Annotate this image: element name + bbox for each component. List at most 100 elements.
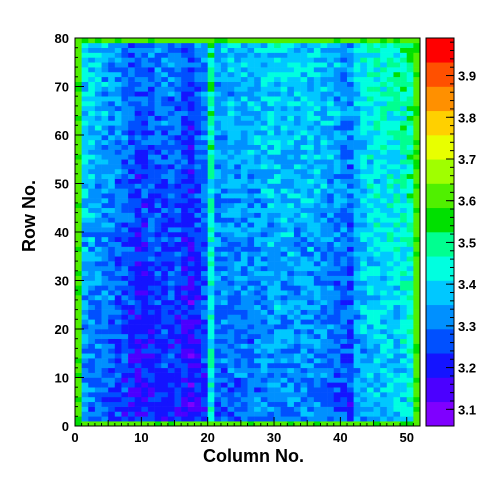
heatmap-cell xyxy=(400,236,408,242)
heatmap-cell xyxy=(333,290,341,296)
heatmap-cell xyxy=(327,96,335,102)
heatmap-cell xyxy=(220,135,228,141)
heatmap-cell xyxy=(220,406,228,412)
heatmap-cell xyxy=(227,275,235,281)
heatmap-cell xyxy=(194,139,202,145)
heatmap-cell xyxy=(154,86,162,92)
heatmap-cell xyxy=(220,299,228,306)
heatmap-cell xyxy=(406,261,414,267)
heatmap-cell xyxy=(380,387,388,393)
heatmap-cell xyxy=(234,86,242,92)
heatmap-cell xyxy=(360,348,368,354)
heatmap-cell xyxy=(373,299,381,306)
heatmap-cell xyxy=(181,421,189,427)
heatmap-cell xyxy=(360,173,368,179)
heatmap-cell xyxy=(227,62,235,68)
heatmap-cell xyxy=(300,324,308,330)
heatmap-cell xyxy=(400,401,408,407)
heatmap-cell xyxy=(147,212,155,218)
heatmap-cell xyxy=(201,62,208,68)
heatmap-cell xyxy=(247,251,255,257)
palette-swatch xyxy=(426,86,454,112)
heatmap-cell xyxy=(327,144,335,150)
heatmap-cell xyxy=(293,251,301,257)
heatmap-cell xyxy=(274,265,281,272)
heatmap-cell xyxy=(194,198,202,204)
heatmap-cell xyxy=(300,227,308,233)
heatmap-cell xyxy=(101,76,109,82)
y-tick-label: 80 xyxy=(55,31,69,46)
heatmap-cell xyxy=(260,304,268,310)
heatmap-cell xyxy=(293,338,301,344)
heatmap-cell xyxy=(147,285,155,291)
heatmap-cell xyxy=(313,401,321,407)
heatmap-cell xyxy=(128,110,136,116)
heatmap-cell xyxy=(327,421,335,427)
heatmap-cell xyxy=(380,353,388,359)
heatmap-cell xyxy=(214,135,222,141)
heatmap-cell xyxy=(147,42,155,48)
heatmap-cell xyxy=(400,183,408,189)
heatmap-cell xyxy=(227,362,235,369)
heatmap-cell xyxy=(254,115,262,121)
heatmap-cell xyxy=(366,96,374,102)
heatmap-cell xyxy=(161,338,169,344)
heatmap-cell xyxy=(353,382,361,388)
heatmap-cell xyxy=(88,314,96,320)
heatmap-cell xyxy=(94,251,102,257)
heatmap-cell xyxy=(307,396,315,403)
heatmap-cell xyxy=(247,149,255,155)
heatmap-cell xyxy=(287,188,295,194)
heatmap-cell xyxy=(214,86,222,92)
heatmap-cell xyxy=(267,362,275,369)
heatmap-cell xyxy=(207,168,215,175)
heatmap-cell xyxy=(300,222,308,228)
heatmap-cell xyxy=(108,236,116,242)
heatmap-cell xyxy=(413,178,421,184)
heatmap-cell xyxy=(393,401,401,407)
heatmap-cell xyxy=(274,333,281,339)
heatmap-cell xyxy=(313,382,321,388)
heatmap-cell xyxy=(413,392,421,398)
heatmap-cell xyxy=(101,168,109,175)
heatmap-cell xyxy=(254,319,262,325)
heatmap-cell xyxy=(174,246,182,252)
heatmap-cell xyxy=(187,416,195,422)
heatmap-cell xyxy=(147,304,155,310)
heatmap-cell xyxy=(340,406,348,412)
heatmap-cell xyxy=(327,183,335,189)
heatmap-cell xyxy=(366,275,374,281)
heatmap-cell xyxy=(366,135,374,141)
heatmap-cell xyxy=(201,76,208,82)
heatmap-cell xyxy=(300,348,308,354)
heatmap-cell xyxy=(187,241,195,247)
heatmap-cell xyxy=(134,411,142,417)
heatmap-cell xyxy=(187,285,195,291)
heatmap-cell xyxy=(114,309,122,315)
heatmap-cell xyxy=(141,71,149,78)
heatmap-cell xyxy=(320,343,328,349)
heatmap-cell xyxy=(247,183,255,189)
heatmap-cell xyxy=(227,295,235,301)
heatmap-cell xyxy=(254,42,262,48)
heatmap-cell xyxy=(400,110,408,116)
heatmap-cell xyxy=(220,372,228,378)
heatmap-cell xyxy=(114,367,122,373)
heatmap-cell xyxy=(307,319,315,325)
heatmap-cell xyxy=(347,333,354,339)
heatmap-cell xyxy=(300,343,308,349)
heatmap-cell xyxy=(254,343,262,349)
heatmap-cell xyxy=(274,343,281,349)
heatmap-cell xyxy=(293,246,301,252)
heatmap-cell xyxy=(201,261,208,267)
heatmap-cell xyxy=(114,280,122,286)
heatmap-cell xyxy=(406,120,414,126)
heatmap-cell xyxy=(267,319,275,325)
heatmap-cell xyxy=(280,52,288,58)
heatmap-cell xyxy=(121,227,129,233)
heatmap-cell xyxy=(154,110,162,116)
heatmap-cell xyxy=(134,183,142,189)
heatmap-cell xyxy=(413,193,421,199)
palette-tick-label: 3.1 xyxy=(458,402,476,417)
heatmap-cell xyxy=(240,135,248,141)
